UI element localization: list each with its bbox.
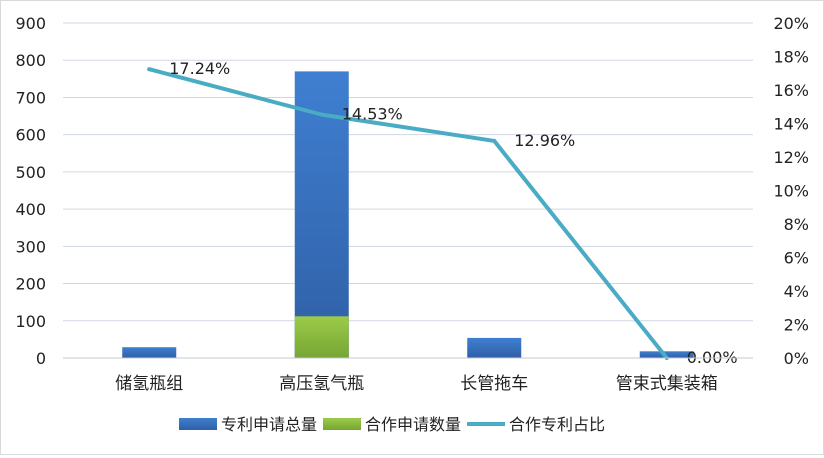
bar-cooperative [294, 316, 349, 358]
ratio-point [492, 138, 497, 143]
x-tick-label: 管束式集装箱 [616, 374, 718, 394]
bar-series [122, 71, 694, 358]
y-left-tick-label: 900 [15, 14, 46, 33]
y-right-tick-label: 18% [773, 48, 809, 67]
y-right-tick-label: 0% [784, 349, 809, 368]
y-left-tick-label: 500 [15, 163, 46, 182]
y-left-tick-label: 600 [15, 126, 46, 145]
x-axis: 储氢瓶组 高压氢气瓶 长管拖车 管束式集装箱 [63, 357, 753, 394]
x-tick-label: 储氢瓶组 [115, 374, 183, 394]
y-axis-left: 0 100 200 300 400 500 600 700 800 900 [15, 14, 46, 368]
bar-total [467, 337, 522, 358]
y-right-tick-label: 6% [784, 249, 809, 268]
legend-label: 合作申请数量 [365, 415, 461, 434]
ratio-data-label: 17.24% [169, 59, 230, 78]
ratio-data-label: 14.53% [342, 105, 403, 124]
legend-swatch [323, 418, 361, 430]
legend-swatch [179, 418, 217, 430]
ratio-data-label: 12.96% [514, 131, 575, 150]
x-tick-label: 高压氢气瓶 [279, 374, 364, 394]
ratio-point [319, 112, 324, 117]
y-right-tick-label: 2% [784, 316, 809, 335]
legend-label: 合作专利占比 [509, 415, 605, 434]
bar-total [639, 351, 694, 358]
y-right-tick-label: 4% [784, 282, 809, 301]
y-left-tick-label: 100 [15, 312, 46, 331]
legend-label: 专利申请总量 [221, 415, 317, 434]
y-right-tick-label: 14% [773, 115, 809, 134]
ratio-line [147, 67, 669, 360]
y-right-tick-label: 8% [784, 215, 809, 234]
legend: 专利申请总量 合作申请数量 合作专利占比 [179, 415, 605, 434]
y-left-tick-label: 0 [36, 349, 46, 368]
x-tick-label: 长管拖车 [460, 374, 528, 394]
y-left-tick-label: 400 [15, 200, 46, 219]
y-axis-right: 0% 2% 4% 6% 8% 10% 12% 14% 16% 18% 20% [773, 14, 809, 368]
y-right-tick-label: 20% [773, 14, 809, 33]
y-left-tick-label: 300 [15, 237, 46, 256]
y-right-tick-label: 10% [773, 182, 809, 201]
y-left-tick-label: 200 [15, 275, 46, 294]
y-left-tick-label: 800 [15, 51, 46, 70]
y-left-tick-label: 700 [15, 88, 46, 107]
y-right-tick-label: 16% [773, 81, 809, 100]
ratio-point [147, 67, 152, 72]
gridlines [63, 22, 753, 359]
y-right-tick-label: 12% [773, 148, 809, 167]
bar-total [122, 347, 177, 358]
